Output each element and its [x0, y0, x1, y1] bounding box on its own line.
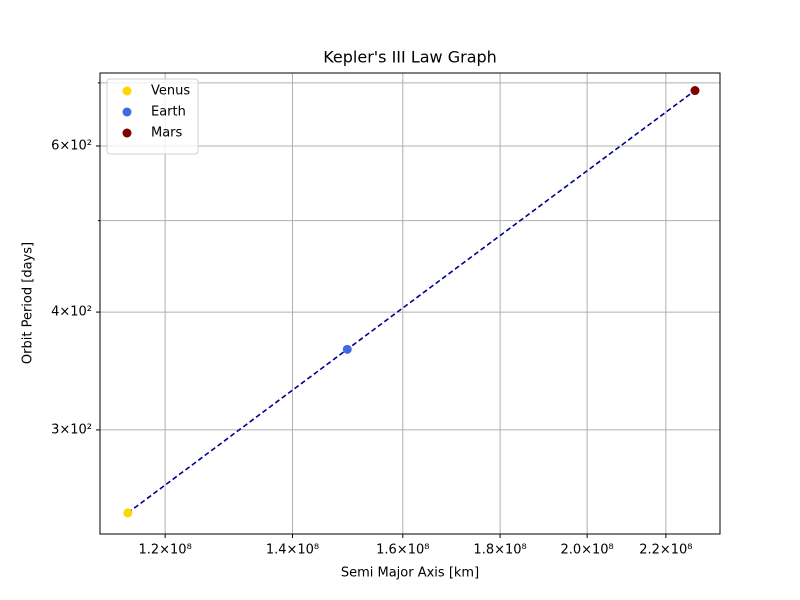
- plot-frame: [99, 72, 721, 535]
- y-axis-label: Orbit Period [days]: [21, 242, 36, 364]
- x-tick-label: 2.0×10⁸: [560, 543, 613, 558]
- y-tick-label: 6×10²: [51, 138, 92, 153]
- x-tick-label: 2.2×10⁸: [639, 543, 692, 558]
- data-point: [690, 86, 700, 96]
- data-point: [342, 344, 352, 354]
- data-point: [123, 508, 133, 518]
- x-tick-label: 1.2×10⁸: [138, 543, 191, 558]
- legend-label: Mars: [151, 126, 183, 141]
- y-tick-label: 4×10²: [51, 305, 92, 320]
- x-axis-label: Semi Major Axis [km]: [341, 566, 479, 581]
- legend-marker: [122, 86, 132, 96]
- x-tick-label: 1.6×10⁸: [376, 543, 429, 558]
- y-tick-label: 3×10²: [51, 422, 92, 437]
- legend-label: Venus: [151, 84, 190, 99]
- x-tick-label: 1.8×10⁸: [473, 543, 526, 558]
- legend-marker: [122, 128, 132, 138]
- chart-title: Kepler's III Law Graph: [323, 48, 497, 67]
- trend-line: [127, 89, 696, 514]
- x-tick-label: 1.4×10⁸: [266, 543, 319, 558]
- legend-marker: [122, 107, 132, 117]
- legend: Venus Earth Mars: [106, 78, 199, 155]
- legend-label: Earth: [151, 105, 186, 120]
